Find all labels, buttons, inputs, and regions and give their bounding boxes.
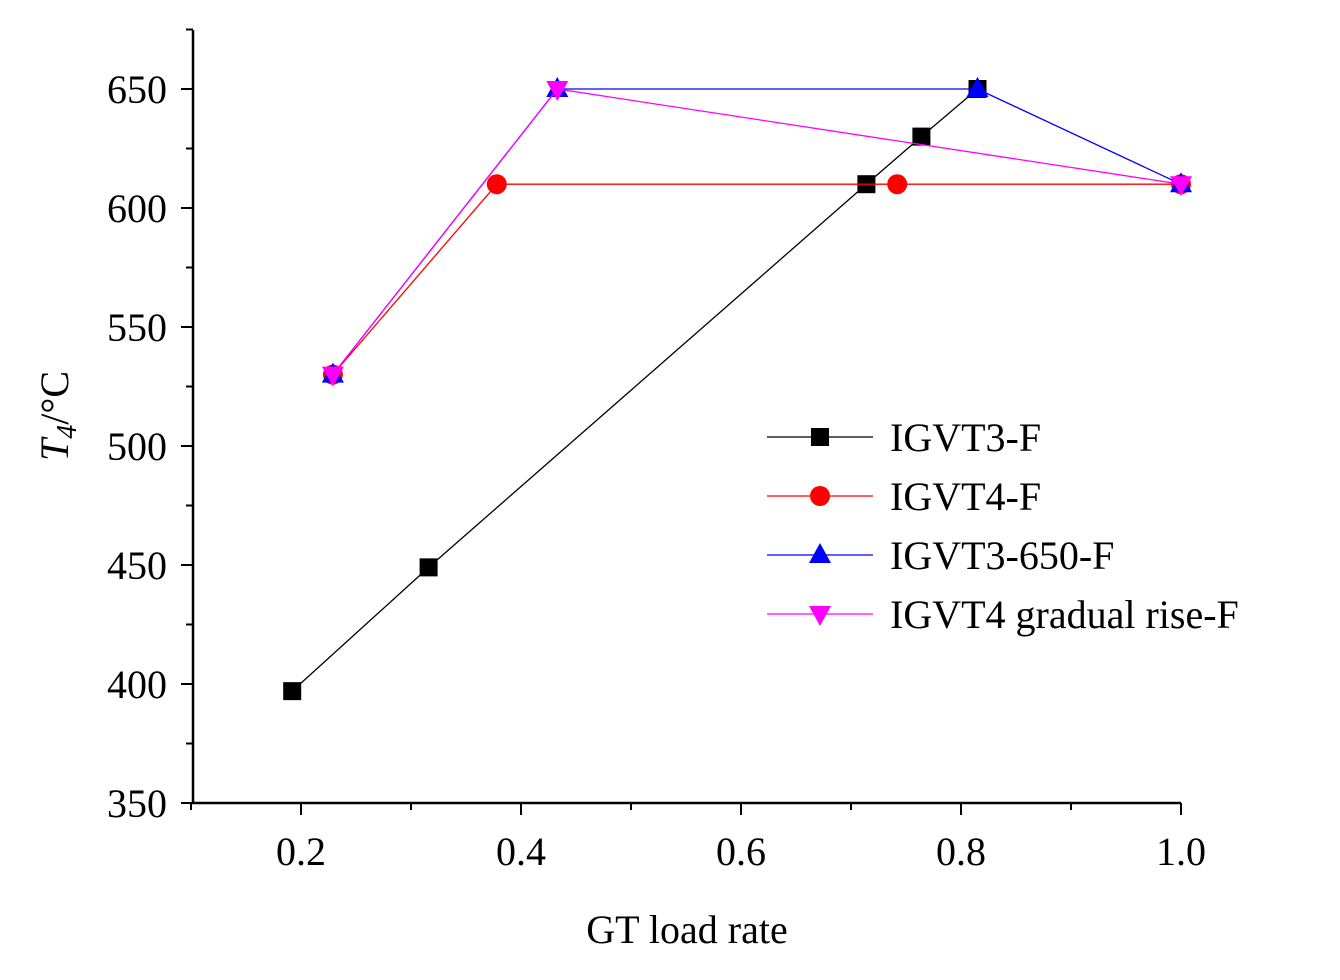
triangle-up-marker <box>809 543 831 563</box>
legend: IGVT3-F IGVT4-F IGVT3-650-F IGVT4 gradual r… <box>767 415 1239 637</box>
legend-label: IGVT3-650-F <box>890 533 1114 578</box>
square-marker <box>419 558 438 577</box>
legend-label: IGVT4 gradual rise-F <box>890 592 1239 637</box>
triangle-down-marker <box>809 606 831 626</box>
circle-marker <box>810 486 830 506</box>
series-layer <box>283 77 1192 701</box>
circle-marker <box>887 174 908 195</box>
y-tick-label: 350 <box>107 781 167 826</box>
square-marker <box>811 428 829 446</box>
y-tick-label: 450 <box>107 543 167 588</box>
y-tick-label: 400 <box>107 662 167 707</box>
y-tick-label: 600 <box>107 186 167 231</box>
legend-item: IGVT3-650-F <box>767 533 1114 578</box>
series-line <box>332 88 1182 376</box>
triangle-down-marker <box>1170 176 1192 197</box>
x-tick-label: 0.2 <box>276 829 326 874</box>
series-line <box>332 183 1181 376</box>
y-axis-title: T4/°C <box>32 371 83 461</box>
triangle-up-marker <box>966 77 989 97</box>
x-tick-label: 0.8 <box>936 829 986 874</box>
x-tick-label: 0.4 <box>496 829 546 874</box>
triangle-down-marker <box>321 366 344 387</box>
legend-label: IGVT4-F <box>890 474 1041 519</box>
triangle-down-marker <box>546 81 569 101</box>
square-marker <box>283 682 302 701</box>
legend-item: IGVT3-F <box>767 415 1041 460</box>
square-marker <box>912 127 931 146</box>
legend-item: IGVT4 gradual rise-F <box>767 592 1239 637</box>
circle-marker <box>486 174 507 195</box>
x-axis-title: GT load rate <box>586 907 787 952</box>
series-igvt3-f <box>283 80 987 701</box>
y-tick-label: 500 <box>107 424 167 469</box>
axes: 0.2 0.4 0.6 0.8 1.0 350 400 450 500 550 600 650 <box>107 28 1206 874</box>
legend-item: IGVT4-F <box>767 474 1041 519</box>
series-igvt3-650-f <box>321 77 1192 383</box>
series-igvt4-gradual-rise-f <box>321 81 1192 387</box>
y-tick-label: 650 <box>107 67 167 112</box>
series-line <box>332 88 1182 376</box>
y-tick-label: 550 <box>107 305 167 350</box>
legend-label: IGVT3-F <box>890 415 1041 460</box>
x-tick-label: 0.6 <box>716 829 766 874</box>
x-tick-label: 1.0 <box>1156 829 1206 874</box>
